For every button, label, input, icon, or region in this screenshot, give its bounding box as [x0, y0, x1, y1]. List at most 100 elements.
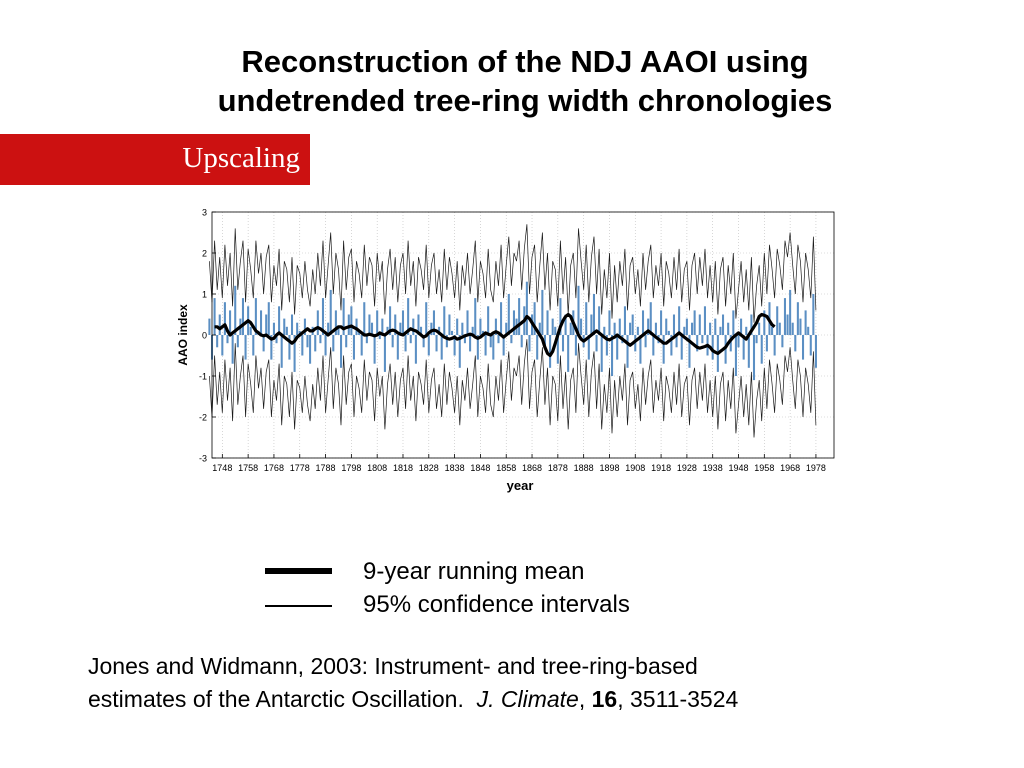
y-tick-label: -1	[199, 372, 207, 382]
chart-mean-line	[214, 312, 776, 358]
aao-bar	[270, 335, 273, 360]
aao-bar	[528, 335, 531, 352]
aao-bar	[223, 302, 226, 335]
aao-bar	[665, 318, 668, 335]
aao-bar	[662, 335, 665, 364]
x-tick-label: 1838	[445, 463, 465, 473]
aao-bar	[618, 318, 621, 335]
y-axis-ticks: -3 -2 -1 0 1 2 3	[199, 208, 216, 464]
citation-volume: 16	[591, 686, 618, 712]
aao-bar	[626, 335, 629, 368]
aao-bar	[404, 335, 407, 352]
x-tick-label: 1778	[290, 463, 310, 473]
aao-bar	[345, 335, 348, 348]
aao-bar	[616, 335, 619, 360]
aao-bar	[355, 318, 358, 335]
aao-bar	[595, 335, 598, 352]
aao-bar	[773, 335, 776, 356]
aao-bar	[512, 310, 515, 335]
x-tick-label: 1768	[264, 463, 284, 473]
aao-bar	[742, 335, 745, 360]
section-label: Upscaling	[182, 142, 300, 174]
ci-lower-line	[209, 339, 817, 438]
aao-bar	[580, 318, 583, 335]
aao-bar	[608, 310, 611, 335]
aao-bar	[693, 310, 696, 335]
aao-bar	[605, 335, 608, 356]
slide-title-line-2: undetrended tree-ring width chronologies	[217, 83, 833, 118]
aao-bar	[801, 335, 805, 360]
aao-bar	[389, 306, 392, 335]
running-mean-line	[214, 312, 776, 358]
x-tick-label: 1758	[238, 463, 258, 473]
aao-bar	[487, 306, 490, 335]
aao-bar	[680, 335, 683, 360]
aao-bar	[409, 335, 412, 344]
x-tick-label: 1788	[316, 463, 336, 473]
legend-thin-line	[265, 605, 332, 607]
aao-bar	[778, 322, 781, 335]
aao-bar	[314, 335, 317, 352]
aao-bar	[234, 285, 237, 335]
aao-bar	[592, 294, 596, 335]
aao-bar	[432, 310, 435, 335]
aao-bar	[293, 335, 296, 372]
aao-bar	[280, 335, 283, 368]
aao-bar	[505, 322, 508, 335]
x-tick-label: 1888	[574, 463, 594, 473]
aao-bar	[711, 335, 714, 360]
aao-bar	[306, 335, 309, 348]
aao-bar	[471, 326, 474, 335]
aao-bar	[807, 326, 810, 335]
aao-bar	[316, 310, 319, 335]
aao-bar	[218, 314, 221, 335]
aao-bar	[466, 310, 469, 335]
aao-bar	[554, 326, 557, 335]
aao-bar	[675, 335, 678, 348]
aao-bar	[559, 298, 562, 335]
aao-bar	[396, 335, 399, 360]
aao-bar	[520, 335, 523, 348]
aao-bar	[804, 310, 807, 335]
aao-bar	[347, 314, 350, 335]
legend-label-ci: 95% confidence intervals	[363, 591, 630, 618]
aao-bar	[781, 335, 784, 348]
x-tick-label: 1968	[780, 463, 800, 473]
aao-bar	[783, 298, 786, 335]
x-axis-ticks: 1748 1758 1768 1778 1788 1798 1808 1818 1828 1838…	[212, 454, 826, 473]
x-tick-label: 1898	[599, 463, 619, 473]
aao-bar	[569, 322, 572, 335]
aao-bar	[260, 310, 263, 335]
aao-bar	[272, 322, 275, 335]
aao-bar	[696, 335, 699, 352]
aao-bar	[254, 298, 257, 335]
aao-bar	[629, 322, 632, 335]
aao-bar	[463, 335, 466, 344]
citation: Jones and Widmann, 2003: Instrument- and…	[88, 650, 968, 716]
aao-bar	[324, 335, 327, 356]
aao-bar	[420, 326, 423, 335]
aao-bar	[430, 322, 433, 335]
aao-bar	[533, 302, 536, 335]
aao-bar	[636, 326, 639, 335]
aao-bar	[672, 314, 676, 335]
aao-bar	[391, 335, 394, 348]
aao-bar	[660, 310, 663, 335]
aao-bar	[236, 335, 239, 348]
aao-bar	[740, 318, 743, 335]
aao-bar	[309, 335, 312, 364]
aao-bar	[458, 335, 461, 368]
aao-bar	[358, 330, 361, 335]
aao-bar	[577, 285, 580, 335]
aao-bar	[378, 335, 381, 340]
y-tick-label: 0	[202, 331, 207, 341]
y-tick-label: 1	[202, 290, 207, 300]
aao-bar	[453, 335, 456, 356]
aao-bar	[791, 322, 794, 335]
aao-bar	[561, 335, 565, 352]
aao-bar	[719, 326, 722, 335]
x-tick-label: 1878	[548, 463, 568, 473]
aao-bar	[334, 310, 337, 335]
aao-bar	[747, 335, 750, 368]
aao-bar	[329, 289, 332, 335]
